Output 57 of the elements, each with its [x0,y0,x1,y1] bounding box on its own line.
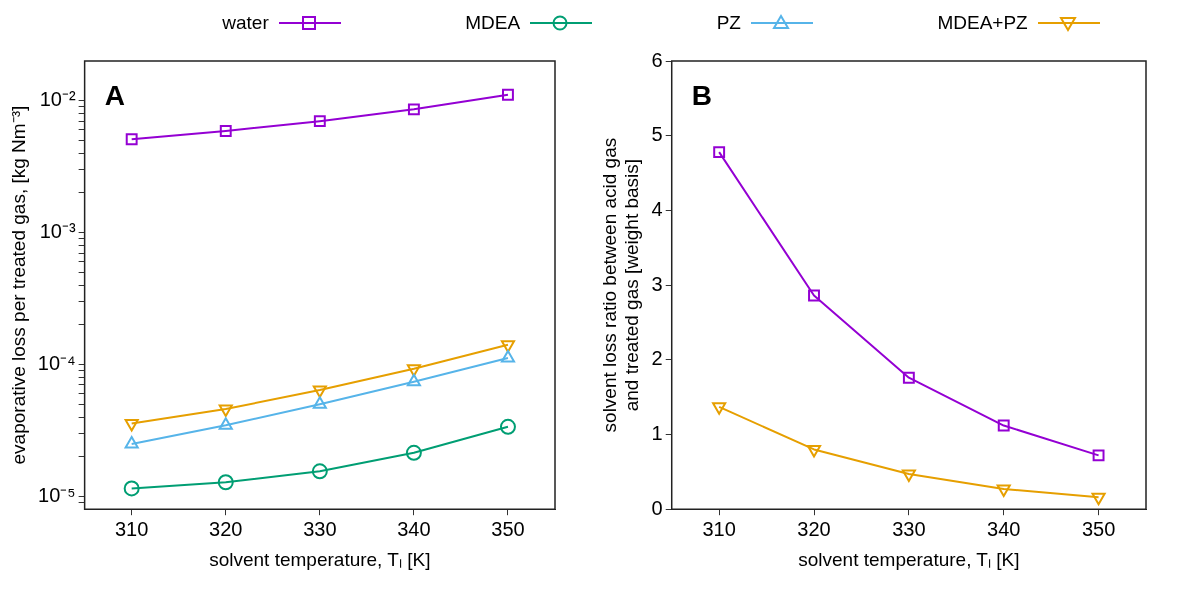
point [996,484,1011,498]
x-tick-label: 330 [303,517,337,540]
point [406,373,421,387]
x-tick-label: 340 [397,517,431,540]
point [712,402,727,415]
x-tick-label: 320 [797,517,831,540]
point [219,124,232,137]
point [125,133,138,146]
legend-label: PZ [716,12,741,34]
x-tick-label: 320 [209,517,243,540]
y-tick-label: 4 [651,197,663,220]
y-tick-label: 10⁻⁴ [37,352,76,375]
point [713,146,726,159]
x-axis-title: solvent temperature, Tₗ [K] [209,548,431,570]
annotation: A [104,79,125,111]
point [902,371,915,384]
x-tick-label: 340 [987,517,1021,540]
x-axis-title: solvent temperature, Tₗ [K] [798,548,1020,570]
y-tick-label: 5 [651,123,663,146]
point [313,115,326,128]
y-tick-label: 2 [651,347,663,370]
legend-label: water [222,12,269,34]
point [218,417,233,430]
point [217,474,234,491]
point [407,103,420,116]
point [500,350,516,363]
point [311,463,328,480]
x-tick-label: 310 [702,517,736,540]
y-tick-label: 10⁻³ [39,220,76,243]
point [1092,449,1105,462]
x-tick-label: 350 [1081,517,1116,540]
point [997,419,1010,432]
point [502,88,514,101]
y-tick-label: 0 [651,496,663,519]
legend-label: MDEA [465,12,521,34]
legend-label: MDEA+PZ [937,12,1028,34]
x-tick-label: 310 [114,517,149,540]
point [312,396,327,409]
point [405,444,422,461]
point [218,404,233,417]
y-tick-label: 3 [651,272,663,295]
y-tick-label: 1 [651,422,663,445]
point [901,469,916,483]
annotation: B [691,79,712,111]
y-tick-label: 6 [651,48,663,71]
point [1091,492,1106,506]
x-tick-label: 350 [491,517,525,540]
point [806,444,822,458]
y-axis-title: evaporative loss per treated gas, [kg Nm⁻³] [7,105,29,465]
x-tick-label: 330 [892,517,926,540]
point [808,289,820,302]
y-tick-label: 10⁻² [39,88,76,111]
y-tick-label: 10⁻⁵ [38,483,76,506]
y-axis-title: solvent loss ratio between acid gas and treated gas [weight basis] [598,137,643,433]
point [124,435,139,449]
point [123,480,140,497]
point [499,418,516,435]
